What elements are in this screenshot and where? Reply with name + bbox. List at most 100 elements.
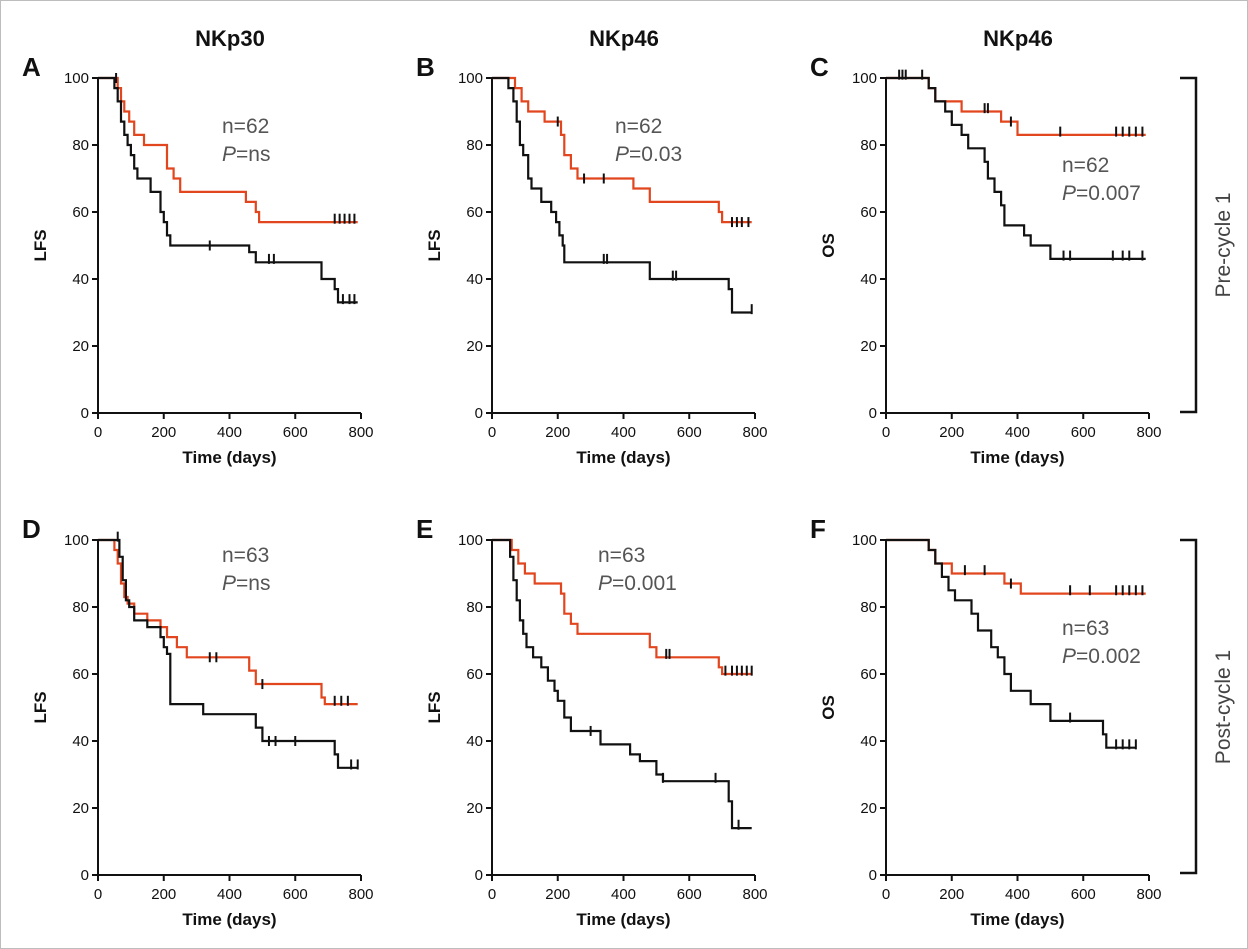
- panel-a-y-tick-label: 60: [72, 204, 89, 221]
- panel-e-x-axis-label: Time (days): [576, 910, 670, 929]
- panel-d-y-tick-label: 60: [72, 666, 89, 683]
- panel-b-x-tick-label: 600: [677, 424, 702, 441]
- panel-f-y-axis-label: OS: [819, 695, 838, 720]
- panel-f-y-tick-label: 40: [860, 733, 877, 750]
- panel-e-x-tick-label: 800: [742, 886, 767, 903]
- panel-b-y-tick-label: 60: [466, 204, 483, 221]
- panel-f-n-label: n=63: [1062, 617, 1109, 640]
- panel-a-y-tick-label: 0: [81, 405, 89, 422]
- panel-a-x-tick-label: 800: [348, 424, 373, 441]
- panel-c-p-symbol: P: [1062, 182, 1076, 205]
- panel-a-y-axis-label: LFS: [31, 229, 50, 261]
- panel-b-p-value: =0.03: [629, 143, 682, 166]
- panel-d-p-symbol: P: [222, 572, 236, 595]
- panel-e-p-value: =0.001: [612, 572, 677, 595]
- panel-e-y-tick-label: 20: [466, 800, 483, 817]
- panel-f-y-tick-label: 60: [860, 666, 877, 683]
- panel-e-y-tick-label: 80: [466, 599, 483, 616]
- panel-e-y-tick-label: 0: [475, 867, 483, 884]
- panel-c-x-tick-label: 200: [939, 424, 964, 441]
- panel-d-y-axis-label: LFS: [31, 691, 50, 723]
- bracket-pre-cycle: [1180, 76, 1198, 414]
- panel-e-high-curve: [492, 538, 752, 676]
- panel-c-x-tick-label: 0: [882, 424, 890, 441]
- panel-b-x-axis-label: Time (days): [576, 448, 670, 467]
- panel-c-x-tick-label: 800: [1136, 424, 1161, 441]
- panel-e-low-curve: [492, 538, 752, 830]
- panel-b-high-curve: [492, 76, 752, 224]
- panel-d-x-tick-label: 0: [94, 886, 102, 903]
- panel-a-x-axis-label: Time (days): [182, 448, 276, 467]
- panel-d-y-tick-label: 100: [64, 532, 89, 549]
- panel-b-y-tick-label: 80: [466, 137, 483, 154]
- panel-f-y-tick-label: 0: [869, 867, 877, 884]
- panel-a-p-value: =ns: [236, 143, 270, 166]
- panel-e-p-label: P=0.001: [598, 572, 677, 595]
- panel-d: D 0 20 40 60 80 100 0 200 400 600 800 Time (days) LFS…: [22, 514, 374, 929]
- panel-b-n-label: n=62: [615, 115, 662, 138]
- panel-c-low-curve: [886, 76, 1146, 260]
- panel-c-y-tick-label: 40: [860, 271, 877, 288]
- panel-d-low-curve: [98, 538, 358, 769]
- panel-c-y-tick-label: 20: [860, 338, 877, 355]
- panel-f-low-curve: [886, 538, 1136, 749]
- panel-e-n-label: n=63: [598, 544, 645, 567]
- panel-f: F 0 20 40 60 80 100 0 200 400 600 800 Time (days) OS n…: [810, 514, 1162, 929]
- panel-c-p-label: P=0.007: [1062, 182, 1141, 205]
- panel-b-y-tick-label: 40: [466, 271, 483, 288]
- panel-d-p-value: =ns: [236, 572, 270, 595]
- panel-a-x-tick-label: 200: [151, 424, 176, 441]
- panel-f-x-tick-label: 200: [939, 886, 964, 903]
- row-label-post-cycle: Post-cycle 1: [1212, 650, 1235, 764]
- panel-a-p-label: P=ns: [222, 143, 270, 166]
- panel-e-y-axis-label: LFS: [425, 691, 444, 723]
- panel-a-y-tick-label: 20: [72, 338, 89, 355]
- panel-a-x-tick-label: 600: [283, 424, 308, 441]
- panel-c: C 0 20 40 60 80 100 0 200 400 600 800 Time (days) OS n…: [810, 52, 1162, 467]
- panel-e-y-tick-label: 60: [466, 666, 483, 683]
- panel-e-y-tick-label: 100: [458, 532, 483, 549]
- panel-e-x-tick-label: 600: [677, 886, 702, 903]
- panel-b-x-tick-label: 800: [742, 424, 767, 441]
- panel-c-n-label: n=62: [1062, 154, 1109, 177]
- panel-c-letter: C: [810, 52, 829, 82]
- panel-a-n-label: n=62: [222, 115, 269, 138]
- column-title-1: NKp30: [195, 26, 265, 51]
- panel-c-x-tick-label: 600: [1071, 424, 1096, 441]
- panel-b-x-tick-label: 200: [545, 424, 570, 441]
- panel-e-x-tick-label: 0: [488, 886, 496, 903]
- row-bracket-pre: Pre-cycle 1: [1180, 76, 1235, 414]
- panel-a-y-tick-label: 100: [64, 70, 89, 87]
- panel-f-p-value: =0.002: [1076, 645, 1141, 668]
- panel-a-x-tick-label: 400: [217, 424, 242, 441]
- panel-d-p-label: P=ns: [222, 572, 270, 595]
- panel-a-low-curve: [98, 76, 358, 304]
- panel-e-x-tick-label: 400: [611, 886, 636, 903]
- panel-d-x-tick-label: 400: [217, 886, 242, 903]
- panel-d-y-tick-label: 0: [81, 867, 89, 884]
- panel-c-y-axis-label: OS: [819, 233, 838, 258]
- panel-f-x-tick-label: 800: [1136, 886, 1161, 903]
- panel-b-x-tick-label: 0: [488, 424, 496, 441]
- panel-b-p-label: P=0.03: [615, 143, 682, 166]
- row-label-pre-cycle: Pre-cycle 1: [1212, 192, 1235, 297]
- panel-a: A 0 20 40 60 80 100 0 200 400 600 800 Time (days) LFS…: [22, 52, 374, 467]
- panel-b: B 0 20 40 60 80 100 0 200 400 600 800 Time (days) LFS…: [416, 52, 768, 467]
- panel-b-y-tick-label: 20: [466, 338, 483, 355]
- panel-b-y-axis-label: LFS: [425, 229, 444, 261]
- panel-d-y-tick-label: 80: [72, 599, 89, 616]
- panel-b-low-curve: [492, 76, 752, 314]
- panel-e-letter: E: [416, 514, 433, 544]
- panel-d-letter: D: [22, 514, 41, 544]
- panel-d-high-curve: [98, 538, 358, 706]
- panel-f-y-tick-label: 100: [852, 532, 877, 549]
- panel-f-y-tick-label: 80: [860, 599, 877, 616]
- panel-f-p-label: P=0.002: [1062, 645, 1141, 668]
- panel-c-x-axis-label: Time (days): [970, 448, 1064, 467]
- panel-f-p-symbol: P: [1062, 645, 1076, 668]
- panel-b-p-symbol: P: [615, 143, 629, 166]
- panel-b-y-tick-label: 0: [475, 405, 483, 422]
- panel-a-y-tick-label: 80: [72, 137, 89, 154]
